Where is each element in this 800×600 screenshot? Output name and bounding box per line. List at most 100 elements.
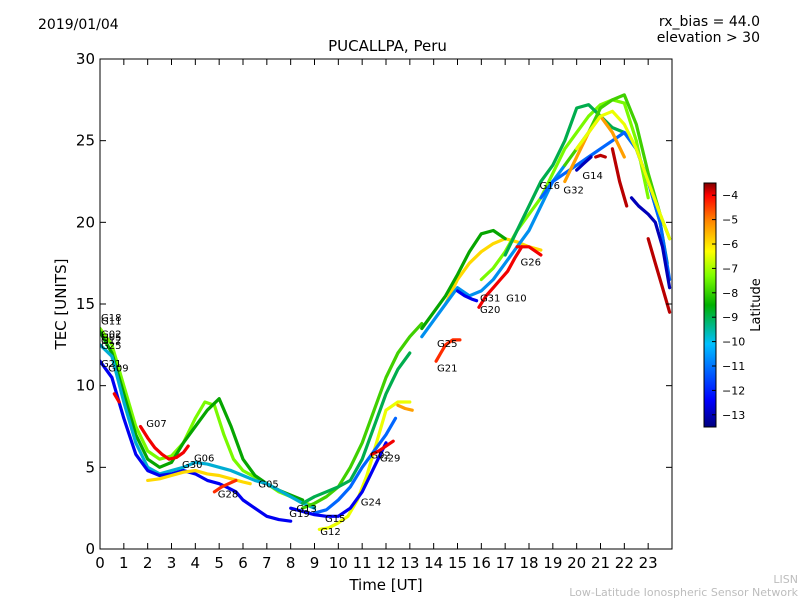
series-track-28 (575, 155, 593, 172)
series-track-15 (420, 228, 507, 331)
series-track-7 (301, 322, 424, 510)
y-axis: 0 5 10 15 20 25 30 (76, 50, 672, 558)
x-tick-label: 12 (376, 554, 395, 572)
y-tick-label: 25 (76, 132, 95, 150)
satellite-label: G29 (380, 454, 400, 465)
rx-bias-label: rx_bias = 44.0 (658, 14, 760, 30)
satellite-label: G18 (101, 313, 121, 324)
x-tick-label: 9 (310, 554, 320, 572)
y-tick-label: 15 (76, 295, 95, 313)
colorbar-tick-label: −11 (722, 360, 745, 373)
colorbar-tick-label: −4 (722, 189, 738, 202)
satellite-label: G31 (480, 293, 500, 304)
x-axis: 0 1 2 3 4 5 6 7 8 9 10 11 12 13 14 15 16 17 18 19 20 21 22 23 (95, 59, 658, 572)
satellite-label: G28 (218, 489, 238, 500)
colorbar: −4 −5 −6 −7 −8 −9 −10 −11 −12 −13 Latitude (703, 182, 764, 428)
series-track-13 (396, 403, 414, 412)
x-tick-label: 0 (95, 554, 105, 572)
colorbar-tick-label: −13 (722, 409, 745, 422)
y-tick-label: 10 (76, 377, 95, 395)
series-track-6 (212, 478, 238, 494)
date-label: 2019/01/04 (38, 17, 119, 33)
satellite-label: G07 (146, 419, 166, 430)
y-axis-label: TEC [UNITS] (52, 259, 70, 351)
satellite-label: G24 (361, 498, 381, 509)
satellite-label: G02 (101, 329, 121, 340)
x-tick-label: 7 (262, 554, 272, 572)
x-tick-label: 23 (639, 554, 658, 572)
series-track-31 (646, 237, 672, 314)
series-track-30 (629, 196, 672, 290)
satellite-label: G15 (325, 514, 345, 525)
satellite-label: G09 (108, 364, 128, 375)
satellite-label-layer: G18G11G02G05G12G25G21G09G07G30G06G28G05G… (101, 171, 603, 538)
y-tick-label: 20 (76, 213, 95, 231)
watermark: LISN Low-Latitude Ionospheric Sensor Net… (569, 573, 798, 599)
series-track-25 (515, 245, 543, 257)
series-track-2 (100, 343, 317, 510)
satellite-label: G30 (182, 460, 202, 471)
satellite-label: G25 (101, 341, 121, 352)
satellite-label: G32 (563, 186, 583, 197)
x-tick-label: 11 (353, 554, 372, 572)
satellite-label: G06 (194, 454, 214, 465)
satellite-label: G13 (296, 504, 316, 515)
colorbar-tick-label: −10 (722, 336, 745, 349)
series-track-1 (100, 330, 305, 502)
colorbar-ticks: −4 −5 −6 −7 −8 −9 −10 −11 −12 −13 (712, 189, 745, 422)
satellite-label: G25 (437, 339, 457, 350)
satellite-label: G12 (320, 527, 340, 538)
series-track-8 (301, 351, 412, 505)
x-tick-label: 19 (543, 554, 562, 572)
satellite-label: G05 (101, 333, 121, 344)
series-track-29 (594, 153, 607, 159)
x-tick-label: 22 (615, 554, 634, 572)
series-track-3 (100, 359, 293, 523)
watermark-line1: LISN (773, 573, 798, 586)
satellite-label: G20 (480, 305, 500, 316)
x-tick-label: 16 (472, 554, 491, 572)
x-tick-label: 8 (286, 554, 296, 572)
colorbar-label: Latitude (749, 278, 764, 332)
watermark-line2: Low-Latitude Ionospheric Sensor Network (569, 586, 798, 599)
x-axis-label: Time [UT] (348, 576, 422, 594)
x-tick-label: 15 (448, 554, 467, 572)
satellite-label: G02 (370, 450, 390, 461)
satellite-label: G11 (101, 316, 121, 327)
x-tick-label: 18 (519, 554, 538, 572)
colorbar-tick-label: −6 (722, 238, 738, 251)
x-tick-label: 5 (214, 554, 224, 572)
series-track-9 (317, 400, 412, 532)
x-tick-label: 14 (424, 554, 443, 572)
colorbar-tick-label: −7 (722, 262, 738, 275)
x-tick-label: 20 (567, 554, 586, 572)
series-track-27 (610, 147, 629, 208)
chart-title: PUCALLPA, Peru (328, 37, 447, 55)
satellite-label: G19 (289, 509, 309, 520)
series-track-17 (434, 338, 462, 363)
x-tick-label: 6 (238, 554, 248, 572)
series-track-5 (138, 424, 190, 461)
series-track-12 (370, 439, 395, 456)
colorbar-tick-label: −12 (722, 384, 745, 397)
x-tick-label: 4 (191, 554, 201, 572)
satellite-label: G21 (101, 359, 121, 370)
satellite-label: G16 (540, 181, 560, 192)
series-track-19 (477, 245, 524, 309)
x-tick-label: 1 (119, 554, 129, 572)
satellite-label: G05 (258, 480, 278, 491)
y-tick-label: 0 (85, 540, 95, 558)
y-tick-label: 5 (85, 458, 95, 476)
satellite-label: G21 (437, 364, 457, 375)
x-tick-label: 21 (591, 554, 610, 572)
satellite-label: G26 (520, 258, 540, 269)
series-track-18 (455, 289, 479, 303)
series-track-21 (503, 103, 669, 265)
x-tick-label: 13 (400, 554, 419, 572)
series-track-11 (289, 441, 388, 518)
series-layer (100, 93, 672, 532)
colorbar-tick-label: −5 (722, 214, 738, 227)
colorbar-tick-label: −9 (722, 311, 738, 324)
x-tick-label: 10 (329, 554, 348, 572)
